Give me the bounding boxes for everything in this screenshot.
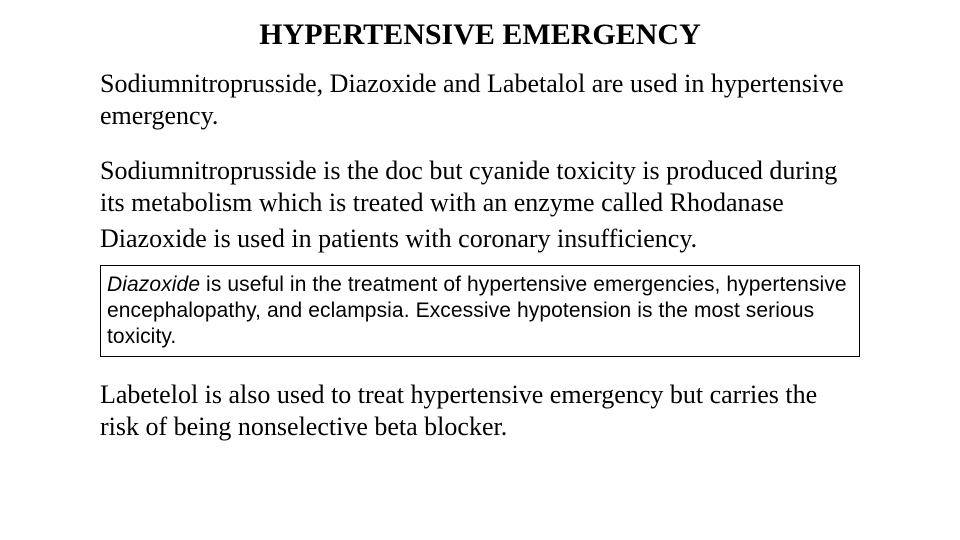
slide-title: HYPERTENSIVE EMERGENCY [160,18,800,52]
paragraph-4: Labetelol is also used to treat hyperten… [100,379,860,442]
boxed-rest: is useful in the treatment of hypertensi… [107,273,847,349]
paragraph-1: Sodiumnitroprusside, Diazoxide and Labet… [100,68,860,131]
boxed-lead: Diazoxide [107,273,200,296]
boxed-note: Diazoxide is useful in the treatment of … [100,265,860,358]
slide: HYPERTENSIVE EMERGENCY Sodiumnitroprussi… [0,0,960,540]
paragraph-3: Diazoxide is used in patients with coron… [100,223,860,255]
paragraph-2: Sodiumnitroprusside is the doc but cyani… [100,155,860,218]
